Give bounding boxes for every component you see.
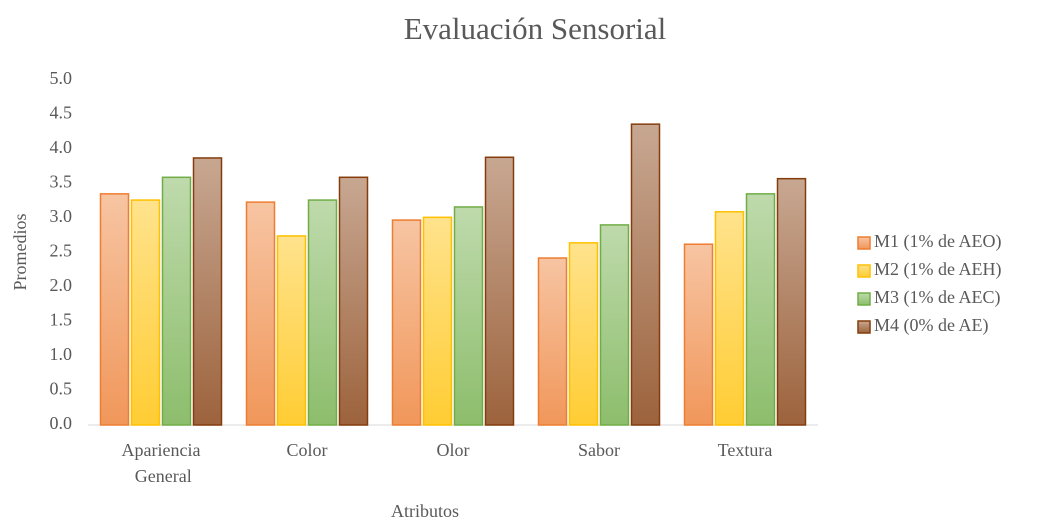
y-tick-label: 3.0: [50, 206, 73, 226]
legend-swatch: [857, 264, 871, 278]
legend-label: M4 (0% de AE): [874, 315, 988, 336]
y-tick-label: 2.0: [50, 275, 73, 295]
bar: [683, 243, 714, 426]
y-axis-label: Promedios: [10, 213, 30, 290]
legend-label: M2 (1% de AEH): [874, 259, 1001, 280]
legend-label: M1 (1% de AEO): [874, 231, 1001, 252]
bar: [484, 156, 515, 426]
bar: [599, 224, 630, 426]
bar: [161, 176, 192, 426]
x-tick-label: Textura: [718, 440, 773, 460]
bar: [745, 193, 776, 426]
y-tick-label: 2.5: [50, 241, 73, 261]
legend-swatch: [857, 292, 871, 306]
bar: [391, 219, 422, 426]
y-tick-label: 3.5: [50, 172, 73, 192]
x-tick-label: Sabor: [578, 440, 620, 460]
bar: [130, 199, 161, 426]
bar: [192, 157, 223, 426]
x-tick-label: Olor: [437, 440, 470, 460]
legend-swatch: [857, 236, 871, 250]
bar: [453, 206, 484, 426]
bar: [245, 201, 276, 426]
bar: [99, 193, 130, 426]
bar: [776, 177, 807, 426]
bar: [276, 235, 307, 426]
y-tick-label: 1.5: [50, 310, 73, 330]
chart-title: Evaluación Sensorial: [404, 11, 667, 46]
y-tick-label: 0.0: [50, 413, 73, 433]
x-tick-label: Apariencia General: [122, 440, 201, 486]
legend-swatch: [857, 320, 871, 334]
y-tick-label: 1.0: [50, 344, 73, 364]
bar: [422, 216, 453, 426]
y-tick-label: 4.0: [50, 137, 73, 157]
y-tick-label: 0.5: [50, 379, 73, 399]
bar: [568, 242, 599, 426]
x-axis-label: Atributos: [391, 501, 459, 521]
y-tick-label: 4.5: [50, 103, 73, 123]
y-tick-label: 5.0: [50, 68, 73, 88]
bar: [714, 211, 745, 426]
legend-label: M3 (1% de AEC): [874, 287, 1000, 308]
bar: [338, 176, 369, 426]
bar: [630, 123, 661, 426]
bar: [537, 257, 568, 426]
bar: [307, 199, 338, 426]
x-tick-label: Color: [286, 440, 327, 460]
